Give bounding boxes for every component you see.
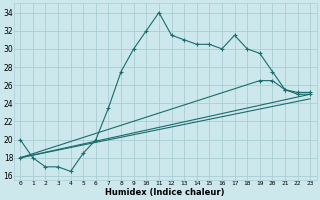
X-axis label: Humidex (Indice chaleur): Humidex (Indice chaleur) [106,188,225,197]
